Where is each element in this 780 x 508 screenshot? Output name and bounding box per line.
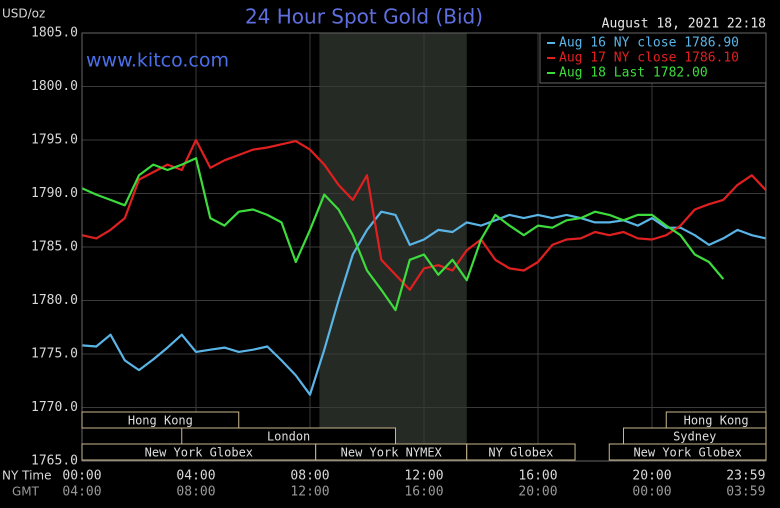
session-bar: [81, 411, 240, 429]
session-label: Sydney: [673, 430, 716, 444]
x2-axis-label: GMT: [12, 485, 40, 499]
x2-tick-label: 00:00: [632, 485, 671, 500]
session-label: New York NYMEX: [341, 446, 443, 460]
y-axis-label: USD/oz: [2, 7, 45, 21]
x2-tick-label: 04:00: [62, 485, 101, 500]
y-tick-label: 1775.0: [31, 347, 78, 362]
x-tick-label: 00:00: [62, 469, 101, 484]
x-tick-label: 20:00: [632, 469, 671, 484]
y-tick-label: 1785.0: [31, 240, 78, 255]
series-line: [81, 138, 767, 291]
session-label: NY Globex: [488, 446, 553, 460]
y-tick-label: 1790.0: [31, 186, 78, 201]
series-line: [81, 210, 767, 396]
session-label: London: [267, 430, 310, 444]
x2-tick-label: 20:00: [518, 485, 557, 500]
x2-tick-label: 03:59: [726, 485, 765, 500]
x-tick-label: 04:00: [176, 469, 215, 484]
y-tick-label: 1780.0: [31, 293, 78, 308]
session-bar: [608, 443, 767, 461]
y-tick-label: 1805.0: [31, 26, 78, 41]
x-tick-label: 16:00: [518, 469, 557, 484]
watermark: www.kitco.com: [86, 50, 229, 72]
x2-tick-label: 08:00: [176, 485, 215, 500]
x2-tick-label: 16:00: [404, 485, 443, 500]
y-tick-label: 1765.0: [31, 454, 78, 469]
x-axis-label: NY Time: [2, 469, 52, 483]
grid-layer: [81, 32, 766, 462]
plot-frame: [81, 32, 767, 462]
x-tick-label: 23:59: [726, 469, 765, 484]
session-label: New York Globex: [633, 446, 741, 460]
session-bar: [466, 443, 576, 461]
x-tick-label: 08:00: [290, 469, 329, 484]
series-line: [81, 157, 725, 312]
session-label: New York Globex: [145, 446, 253, 460]
session-label: Hong Kong: [128, 414, 193, 428]
chart-subtitle: August 18, 2021 22:18: [602, 17, 766, 32]
legend-entry: Aug 17 NY close 1786.10: [559, 51, 739, 66]
y-tick-label: 1770.0: [31, 400, 78, 415]
session-label: Hong Kong: [684, 414, 749, 428]
chart-title: 24 Hour Spot Gold (Bid): [245, 5, 483, 29]
y-tick-label: 1800.0: [31, 79, 78, 94]
x-tick-label: 12:00: [404, 469, 443, 484]
legend-entry: Aug 18 Last 1782.00: [559, 66, 708, 81]
line-layer: [81, 138, 767, 396]
x2-tick-label: 12:00: [290, 485, 329, 500]
y-tick-label: 1795.0: [31, 133, 78, 148]
legend-box: [539, 32, 767, 84]
legend-entry: Aug 16 NY close 1786.90: [559, 36, 739, 51]
